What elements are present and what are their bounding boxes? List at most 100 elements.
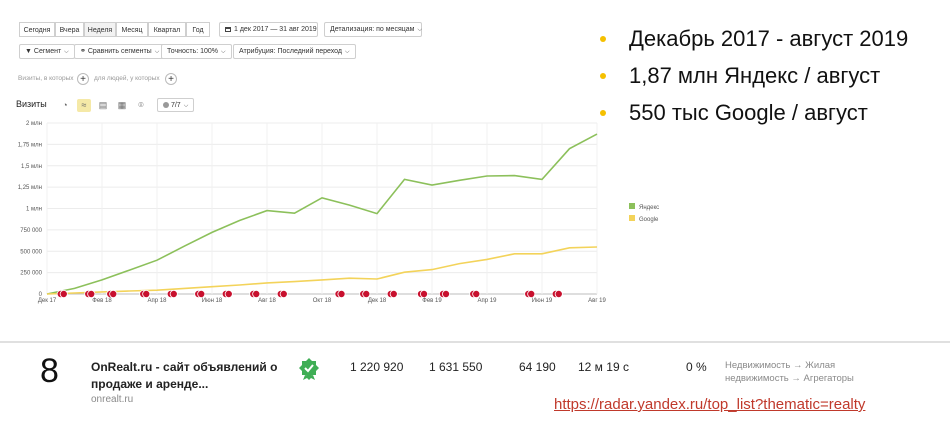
add-visit-condition-button[interactable]: + <box>77 73 89 85</box>
x-tick-label: Апр 19 <box>478 298 498 304</box>
annotation-marker-icon <box>469 289 481 298</box>
table-grid-icon[interactable]: ▦ <box>117 100 127 110</box>
period-today-button[interactable]: Сегодня <box>19 22 55 37</box>
bullet-dot-icon <box>600 110 606 116</box>
period-week-button[interactable]: Неделя <box>84 22 116 37</box>
category-line: Недвижимость → Жилая <box>725 360 836 371</box>
annotation-marker-icon <box>249 289 261 298</box>
accuracy-dropdown[interactable]: Точность: 100% ⌵ <box>161 44 232 59</box>
y-tick-label: 0 <box>39 292 43 298</box>
y-tick-label: 2 млн <box>26 121 42 127</box>
add-people-condition-button[interactable]: + <box>165 73 177 85</box>
annotation-marker-icon <box>551 289 563 298</box>
period-year-button[interactable]: Год <box>186 22 210 37</box>
attribution-dropdown[interactable]: Атрибуция: Последний переход ⌵ <box>233 44 356 59</box>
chevron-down-icon: ⌵ <box>221 49 226 55</box>
x-tick-label: Авг 18 <box>258 298 276 304</box>
legend-label: Яндекс <box>639 205 659 211</box>
annotation-marker-icon <box>194 289 206 298</box>
legend-swatch <box>629 203 635 209</box>
annotation-marker-icon <box>438 289 450 298</box>
y-tick-label: 1 млн <box>26 207 42 213</box>
annotation-marker-icon <box>416 289 428 298</box>
series-selector[interactable]: 7/7 ⌵ <box>157 98 195 112</box>
x-tick-label: Апр 18 <box>148 298 168 304</box>
compare-icon: ⚭ <box>80 48 86 55</box>
pie-chart-icon[interactable]: ◔ <box>62 100 68 110</box>
visits-line-chart: 0 250 000 500 000 750 000 1 млн 1,25 млн 1,5 м… <box>18 121 659 304</box>
visits-segment-text: Визиты, в которых <box>18 75 74 82</box>
x-tick-label: Дек 18 <box>368 298 387 304</box>
bullet-text: 1,87 млн Яндекс / август <box>629 63 881 88</box>
annotation-marker-icon <box>334 289 346 298</box>
series-dot-icon <box>163 102 169 108</box>
y-tick-label: 1,5 млн <box>21 164 42 170</box>
chevron-down-icon: ⌵ <box>183 103 189 109</box>
detail-label: Детализация: по месяцам <box>330 26 415 33</box>
annotation-marker-icon <box>139 289 151 298</box>
bullet-dot-icon <box>600 73 606 79</box>
metric-duration: 12 м 19 с <box>578 360 629 374</box>
period-yesterday-button[interactable]: Вчера <box>55 22 84 37</box>
annotation-marker-icon <box>84 289 96 298</box>
metric-visits: 1 631 550 <box>429 360 483 374</box>
compare-label: Сравнить сегменты <box>87 48 152 55</box>
bullet-dot-icon <box>600 36 606 42</box>
chevron-down-icon: ⌵ <box>417 27 423 33</box>
segment-label: Сегмент <box>33 48 62 55</box>
category-line: недвижимость → Агрегаторы <box>725 373 854 384</box>
map-pin-icon[interactable]: ⌾ <box>138 100 144 110</box>
segment-dropdown[interactable]: ▼ Сегмент ⌵ <box>19 44 75 59</box>
calendar-icon <box>225 27 231 32</box>
metric-views: 64 190 <box>519 360 556 374</box>
metric-bounce: 0 % <box>686 360 707 374</box>
series-line <box>46 246 598 295</box>
legend-swatch <box>629 215 635 221</box>
accuracy-label: Точность: 100% <box>167 48 219 55</box>
attribution-label: Атрибуция: Последний переход <box>239 48 343 55</box>
annotation-marker-icon <box>386 289 398 298</box>
people-segment-text: для людей, у которых <box>94 75 160 82</box>
x-tick-label: Дек 17 <box>38 298 57 304</box>
annotation-marker-icon <box>166 289 178 298</box>
compare-segments-dropdown[interactable]: ⚭ Сравнить сегменты ⌵ <box>74 44 166 59</box>
x-tick-label: Фев 18 <box>92 298 112 304</box>
metric-visitors: 1 220 920 <box>350 360 404 374</box>
x-tick-label: Авг 19 <box>588 298 606 304</box>
detail-dropdown[interactable]: Детализация: по месяцам ⌵ <box>324 22 422 37</box>
date-range-picker[interactable]: 1 дек 2017 — 31 авг 2019 <box>219 22 318 37</box>
annotation-marker-icon <box>106 289 118 298</box>
bullet-text: Декабрь 2017 - август 2019 <box>629 26 909 51</box>
site-name-link[interactable]: OnRealt.ru - сайт объявлений о продаже и… <box>91 360 278 391</box>
site-url[interactable]: onrealt.ru <box>91 394 134 405</box>
annotation-marker-icon <box>276 289 288 298</box>
period-month-button[interactable]: Месяц <box>116 22 148 37</box>
chevron-down-icon: ⌵ <box>64 49 69 55</box>
series-line <box>46 133 598 295</box>
annotation-marker-icon <box>221 289 233 298</box>
legend-label: Google <box>639 217 659 223</box>
x-tick-label: Окт 18 <box>313 298 332 304</box>
annotation-marker-icon <box>359 289 371 298</box>
source-link[interactable]: https://radar.yandex.ru/top_list?themati… <box>554 396 866 413</box>
date-range-label: 1 дек 2017 — 31 авг 2019 <box>234 26 317 33</box>
annotation-marker-icon <box>56 289 68 298</box>
y-tick-label: 1,75 млн <box>18 142 42 148</box>
annotation-marker-icon <box>524 289 536 298</box>
y-tick-label: 250 000 <box>20 271 42 277</box>
y-tick-label: 1,25 млн <box>18 185 42 191</box>
line-chart-icon[interactable]: ≈ <box>77 99 91 112</box>
chevron-down-icon: ⌵ <box>154 49 160 55</box>
bar-chart-icon[interactable]: ▤ <box>98 100 108 110</box>
verified-badge-icon <box>299 358 319 380</box>
site-categories: Недвижимость → Жилая недвижимость → Агре… <box>725 359 854 385</box>
rank-number: 8 <box>40 352 59 390</box>
y-tick-label: 500 000 <box>20 249 42 255</box>
period-quarter-button[interactable]: Квартал <box>148 22 186 37</box>
x-tick-label: Фев 19 <box>422 298 442 304</box>
y-tick-label: 750 000 <box>20 228 42 234</box>
chart-title: Визиты <box>16 99 47 109</box>
x-tick-label: Июн 18 <box>202 298 223 304</box>
x-tick-label: Июн 19 <box>532 298 553 304</box>
bullet-text: 550 тыс Google / август <box>629 100 868 125</box>
